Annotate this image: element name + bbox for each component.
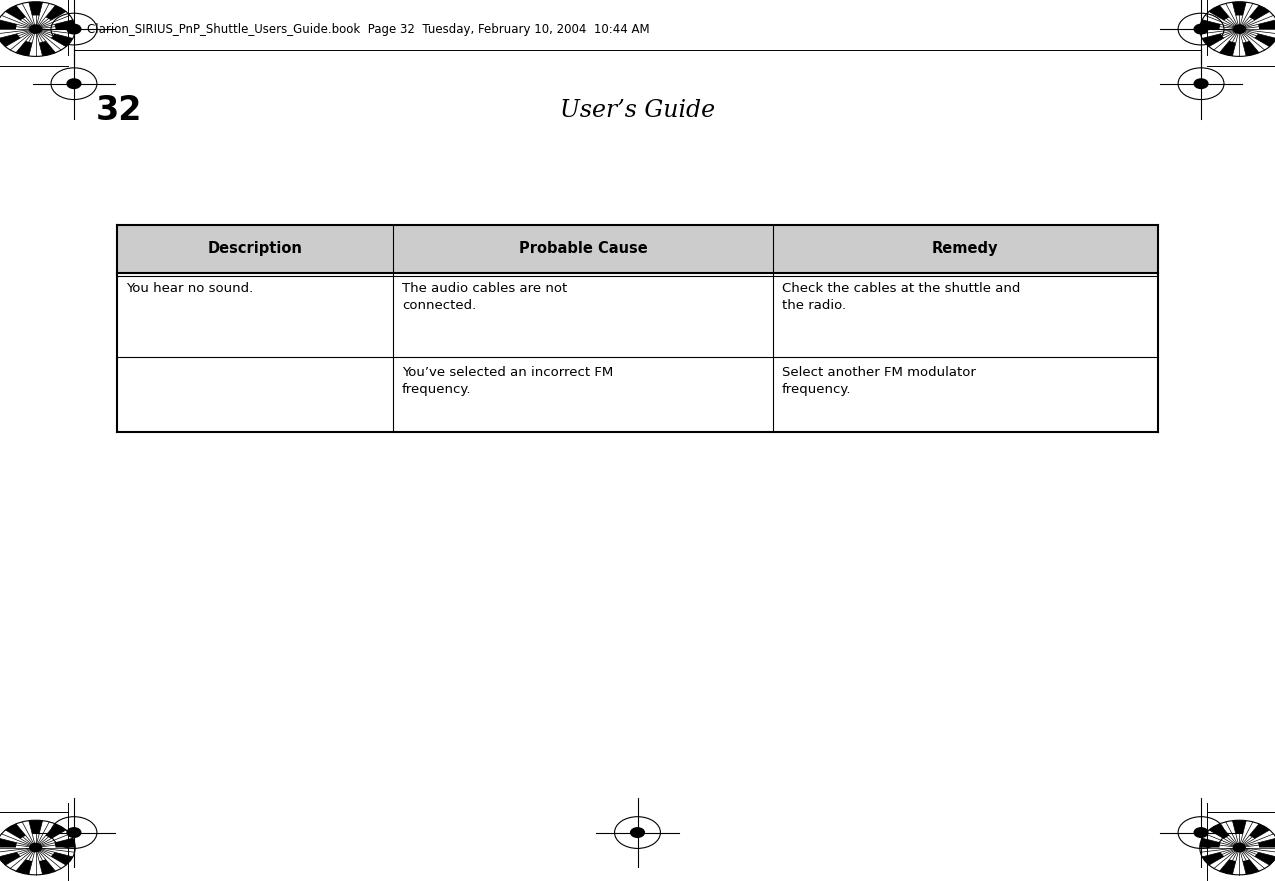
Wedge shape — [5, 824, 26, 839]
Wedge shape — [15, 41, 32, 56]
Wedge shape — [5, 5, 26, 20]
Wedge shape — [1200, 19, 1220, 29]
Text: User’s Guide: User’s Guide — [560, 99, 715, 122]
Wedge shape — [55, 838, 75, 848]
Wedge shape — [40, 859, 56, 875]
Text: The audio cables are not
connected.: The audio cables are not connected. — [402, 282, 567, 312]
Wedge shape — [51, 852, 73, 865]
Wedge shape — [15, 859, 32, 875]
Wedge shape — [1250, 5, 1270, 20]
Text: Clarion_SIRIUS_PnP_Shuttle_Users_Guide.book  Page 32  Tuesday, February 10, 2004: Clarion_SIRIUS_PnP_Shuttle_Users_Guide.b… — [87, 23, 649, 35]
Wedge shape — [1258, 19, 1275, 29]
Wedge shape — [1258, 838, 1275, 848]
Wedge shape — [0, 19, 17, 29]
Wedge shape — [1243, 41, 1258, 56]
Wedge shape — [1219, 41, 1235, 56]
Wedge shape — [1233, 2, 1246, 16]
Text: Check the cables at the shuttle and
the radio.: Check the cables at the shuttle and the … — [782, 282, 1020, 312]
Text: You hear no sound.: You hear no sound. — [126, 282, 254, 295]
Wedge shape — [55, 19, 75, 29]
Wedge shape — [1250, 824, 1270, 839]
Circle shape — [68, 25, 80, 33]
Wedge shape — [1243, 859, 1258, 875]
Wedge shape — [1200, 838, 1220, 848]
Text: You’ve selected an incorrect FM
frequency.: You’ve selected an incorrect FM frequenc… — [402, 366, 613, 396]
Wedge shape — [1233, 820, 1246, 834]
Wedge shape — [40, 41, 56, 56]
Wedge shape — [29, 820, 42, 834]
Circle shape — [68, 79, 80, 88]
Wedge shape — [1202, 33, 1224, 47]
Text: Probable Cause: Probable Cause — [519, 241, 648, 256]
Wedge shape — [0, 852, 20, 865]
Wedge shape — [1255, 33, 1275, 47]
Wedge shape — [1209, 5, 1229, 20]
Wedge shape — [0, 838, 17, 848]
Circle shape — [29, 25, 42, 33]
Wedge shape — [46, 824, 66, 839]
Text: 32: 32 — [96, 93, 142, 127]
Wedge shape — [1202, 852, 1224, 865]
Circle shape — [631, 828, 644, 837]
Circle shape — [1233, 843, 1246, 852]
Bar — [117, 225, 1158, 432]
Text: Select another FM modulator
frequency.: Select another FM modulator frequency. — [782, 366, 975, 396]
Wedge shape — [0, 33, 20, 47]
Text: Description: Description — [208, 241, 302, 256]
Circle shape — [29, 843, 42, 852]
Circle shape — [1195, 25, 1207, 33]
Wedge shape — [46, 5, 66, 20]
Circle shape — [1233, 25, 1246, 33]
Wedge shape — [1219, 859, 1235, 875]
Wedge shape — [1255, 852, 1275, 865]
Text: Remedy: Remedy — [932, 241, 998, 256]
Circle shape — [1195, 79, 1207, 88]
Wedge shape — [1209, 824, 1229, 839]
Bar — [117, 225, 1158, 273]
Wedge shape — [29, 2, 42, 16]
Circle shape — [68, 828, 80, 837]
Wedge shape — [51, 33, 73, 47]
Circle shape — [1195, 828, 1207, 837]
